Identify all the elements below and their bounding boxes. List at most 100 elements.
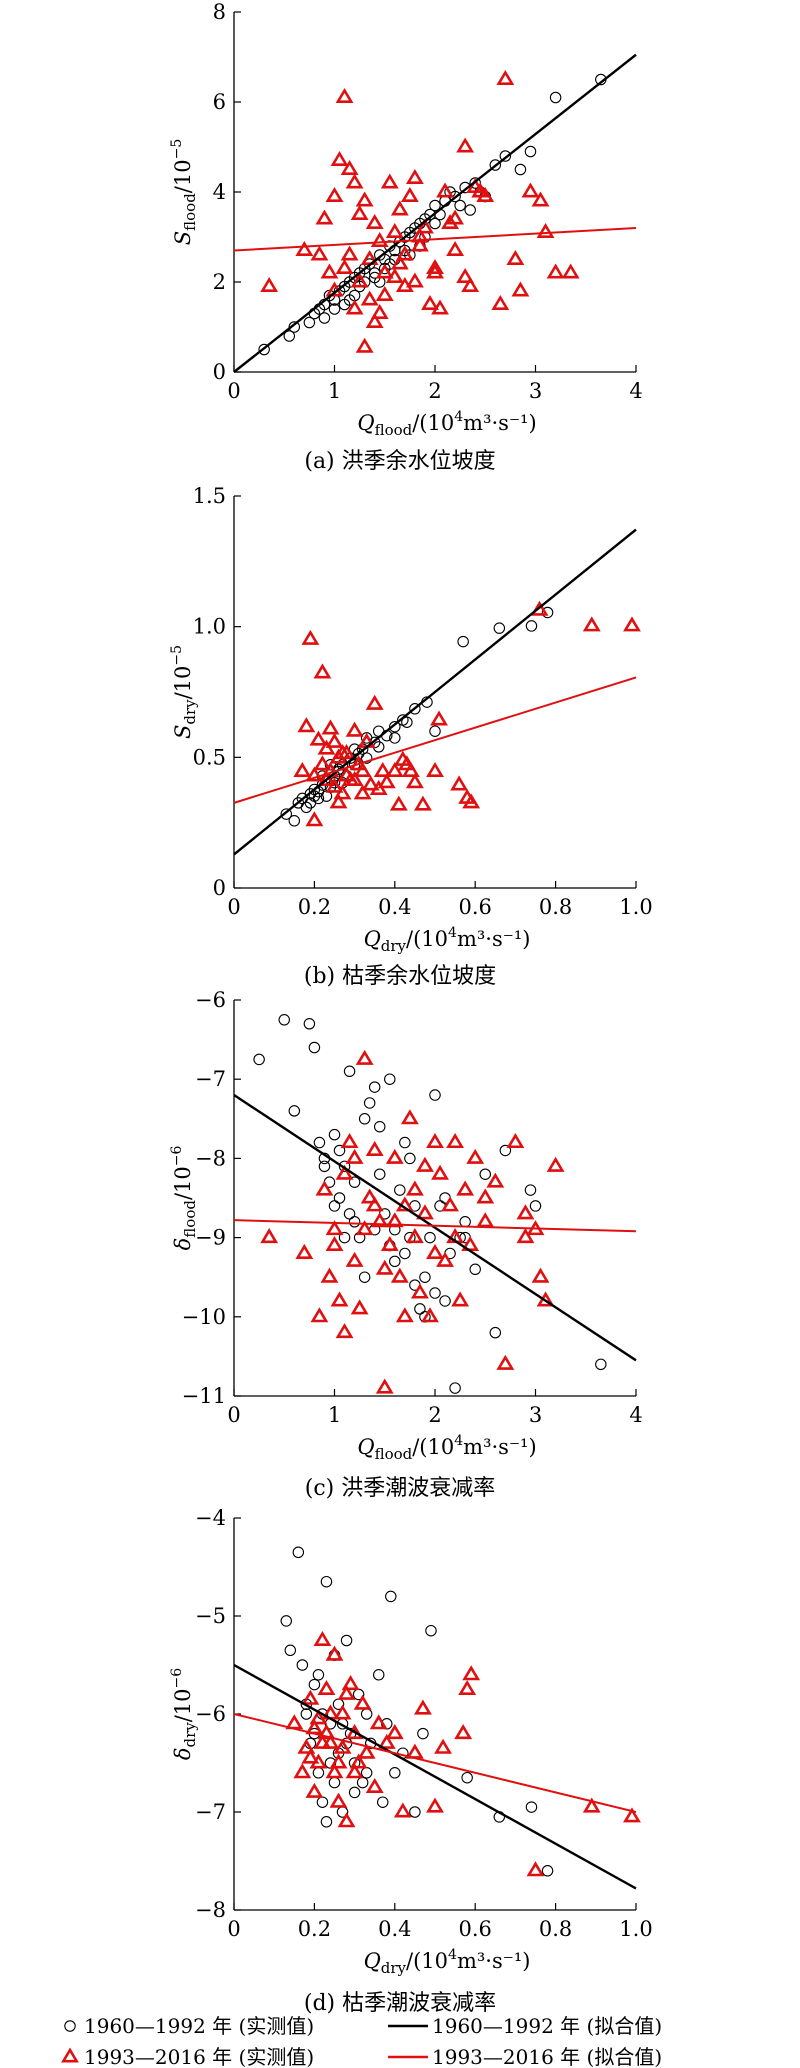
point-circle (328, 303, 341, 315)
panel-caption: (d) 枯季潮波衰减率 (304, 1991, 496, 2016)
point-circle (464, 204, 476, 216)
point-circle (414, 1303, 426, 1315)
x-tick-label: 4 (629, 1403, 642, 1427)
point-circle (489, 159, 502, 171)
point-circle (459, 1216, 471, 1228)
point-triangle (461, 276, 480, 293)
y-tick-label: 1.5 (193, 484, 226, 508)
y-tick-label: 0.5 (193, 745, 226, 769)
point-circle (303, 316, 316, 329)
point-triangle (385, 222, 404, 238)
point-circle (280, 808, 293, 820)
point-triangle (337, 1812, 356, 1828)
point-triangle (353, 761, 372, 778)
point-triangle (361, 775, 380, 791)
point-triangle (305, 766, 324, 782)
point-triangle (410, 1283, 429, 1299)
point-circle (318, 312, 331, 324)
point-triangle (325, 1235, 344, 1252)
point-triangle (380, 1235, 399, 1252)
fit-line-1960-1992 (233, 528, 637, 856)
series-1993-2016-observed (260, 69, 580, 353)
point-triangle (365, 312, 384, 329)
y-tick-label: −10 (182, 1305, 226, 1329)
point-triangle (341, 1675, 360, 1691)
x-tick-label: 0.8 (539, 895, 572, 919)
panel-caption: (c) 洪季潮波衰减率 (305, 1476, 495, 1501)
point-triangle (345, 1724, 364, 1740)
point-circle (356, 1776, 369, 1789)
x-tick-label: 0.2 (298, 1917, 331, 1941)
point-circle (394, 1184, 406, 1196)
point-triangle (546, 263, 565, 279)
point-triangle (531, 191, 550, 207)
point-triangle (385, 267, 404, 284)
y-tick-label: −4 (195, 1506, 226, 1530)
point-triangle (405, 272, 424, 288)
x-tick-label: 3 (529, 379, 542, 403)
point-triangle (441, 213, 460, 229)
point-triangle (320, 263, 339, 279)
point-triangle (405, 168, 424, 184)
point-circle (328, 1776, 341, 1789)
point-triangle (436, 1251, 454, 1267)
point-triangle (330, 150, 349, 166)
point-triangle (385, 1724, 404, 1740)
point-triangle (360, 1188, 379, 1204)
point-triangle (390, 200, 409, 216)
point-circle (368, 1081, 381, 1093)
y-tick-label: −7 (195, 1800, 226, 1824)
point-triangle (370, 231, 389, 247)
point-circle (399, 1136, 411, 1149)
point-circle (348, 1786, 361, 1799)
point-triangle (355, 1049, 374, 1065)
x-tick-label: 1.0 (619, 895, 652, 919)
point-triangle (511, 281, 530, 297)
point-circle (360, 1767, 373, 1779)
point-triangle (431, 299, 449, 315)
point-circle (549, 91, 562, 104)
point-triangle (434, 1738, 452, 1754)
point-triangle (355, 1220, 374, 1236)
y-tick-label: −9 (195, 1226, 226, 1250)
point-circle (372, 741, 385, 753)
point-circle (258, 343, 270, 356)
point-triangle (350, 272, 369, 288)
y-axis-label: Sflood/10−5 (169, 139, 199, 246)
point-circle (389, 1767, 401, 1779)
x-tick-label: 3 (529, 1403, 542, 1427)
series-1993-2016-observed (285, 1630, 641, 1877)
point-triangle (329, 1792, 348, 1808)
fit-line-1993-2016 (233, 676, 637, 804)
panel-caption: (b) 枯季余水位坡度 (304, 964, 496, 989)
y-tick-label: 0 (213, 876, 226, 900)
point-circle (340, 1634, 353, 1647)
x-tick-label: 0 (227, 895, 240, 919)
point-triangle (410, 227, 429, 243)
point-triangle (405, 1743, 424, 1759)
point-circle (429, 1287, 441, 1299)
point-circle (499, 150, 512, 162)
point-circle (333, 1192, 346, 1204)
point-triangle (317, 1724, 336, 1740)
point-triangle (426, 1243, 444, 1259)
point-triangle (389, 795, 408, 811)
point-circle (529, 1200, 542, 1212)
point-triangle (365, 1140, 384, 1156)
point-triangle (350, 204, 369, 220)
point-triangle (441, 1196, 460, 1212)
panel-c: 0 1 2 3 4 −6 −7 −8 −9 −10 −11 δflood/10−6 Qflood/(10… (169, 988, 643, 1501)
point-triangle (400, 186, 419, 202)
point-circle (541, 606, 554, 619)
point-triangle (293, 761, 312, 778)
point-triangle (476, 1188, 495, 1204)
point-triangle (340, 159, 359, 175)
point-circle (288, 815, 301, 827)
point-triangle (297, 1738, 316, 1754)
point-triangle (401, 761, 420, 778)
point-triangle (355, 191, 374, 207)
point-circle (385, 1590, 397, 1603)
point-triangle (393, 1802, 412, 1818)
y-tick-label: −5 (195, 1604, 226, 1628)
point-triangle (421, 1307, 439, 1323)
